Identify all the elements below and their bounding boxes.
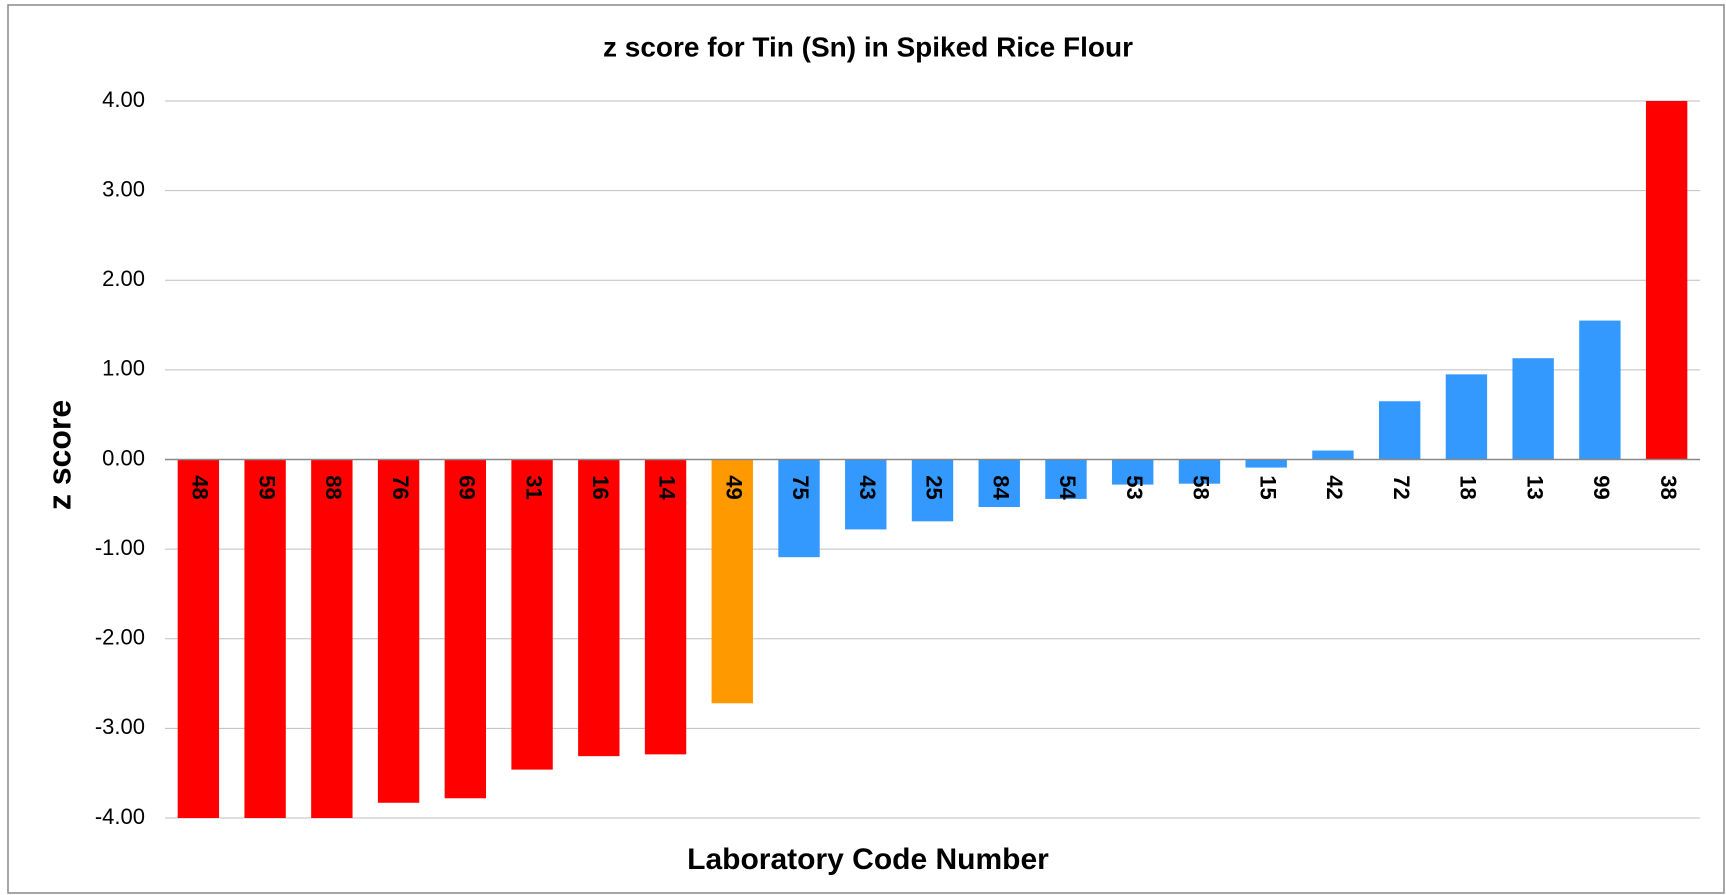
x-tick-label: 88 [321,475,346,499]
x-tick-label: 49 [721,475,746,499]
bar [1178,459,1221,484]
x-tick-label: 18 [1456,475,1481,499]
chart-title: z score for Tin (Sn) in Spiked Rice Flou… [603,31,1133,62]
bar [511,459,553,770]
y-tick-label: 4.00 [102,87,145,112]
y-tick-label: -3.00 [95,714,145,739]
bar [911,459,954,522]
x-tick-label: 59 [254,475,279,499]
y-tick-label: -4.00 [95,804,145,829]
chart-border [7,4,1725,894]
x-tick-label: 13 [1522,475,1547,499]
bar [711,459,753,704]
x-tick-label: 43 [855,475,880,499]
bar [1312,450,1354,460]
x-tick-label: 15 [1255,475,1280,499]
x-tick-label: 38 [1656,475,1681,499]
bar [578,459,620,757]
y-tick-label: 3.00 [102,176,145,201]
bar [1512,358,1554,460]
bar [1045,459,1087,499]
x-axis-label: Laboratory Code Number [687,843,1049,876]
x-tick-label: 84 [988,475,1013,500]
x-tick-label: 14 [655,475,680,500]
x-tick-label: 48 [188,475,213,499]
bar [244,459,286,818]
bar [978,459,1020,508]
x-tick-label: 54 [1055,475,1080,500]
bar [1245,459,1287,468]
bar [1645,101,1688,460]
bar [1112,459,1154,485]
x-tick-label: 25 [922,475,947,499]
bar [644,459,687,755]
y-tick-label: 1.00 [102,356,145,381]
x-tick-label: 99 [1589,475,1614,499]
y-tick-label: -1.00 [95,535,145,560]
x-tick-label: 69 [455,475,480,499]
x-tick-label: 76 [388,475,413,499]
x-tick-label: 16 [588,475,613,499]
bar [778,459,820,558]
y-tick-label: 0.00 [102,445,145,470]
y-tick-label: -2.00 [95,625,145,650]
x-tick-label: 31 [521,475,546,499]
x-tick-label: 42 [1322,475,1347,499]
x-tick-label: 72 [1389,475,1414,499]
bar [1579,320,1621,460]
bar [177,459,220,818]
bar [1445,374,1488,460]
bar [1378,401,1421,460]
y-tick-label: 2.00 [102,266,145,291]
bar [444,459,487,799]
bar [845,459,887,530]
x-tick-label: 58 [1189,475,1214,499]
bar [377,459,420,803]
y-axis-label: z score [41,400,77,510]
x-tick-label: 53 [1122,475,1147,499]
bar [311,459,353,818]
x-tick-label: 75 [788,475,813,499]
